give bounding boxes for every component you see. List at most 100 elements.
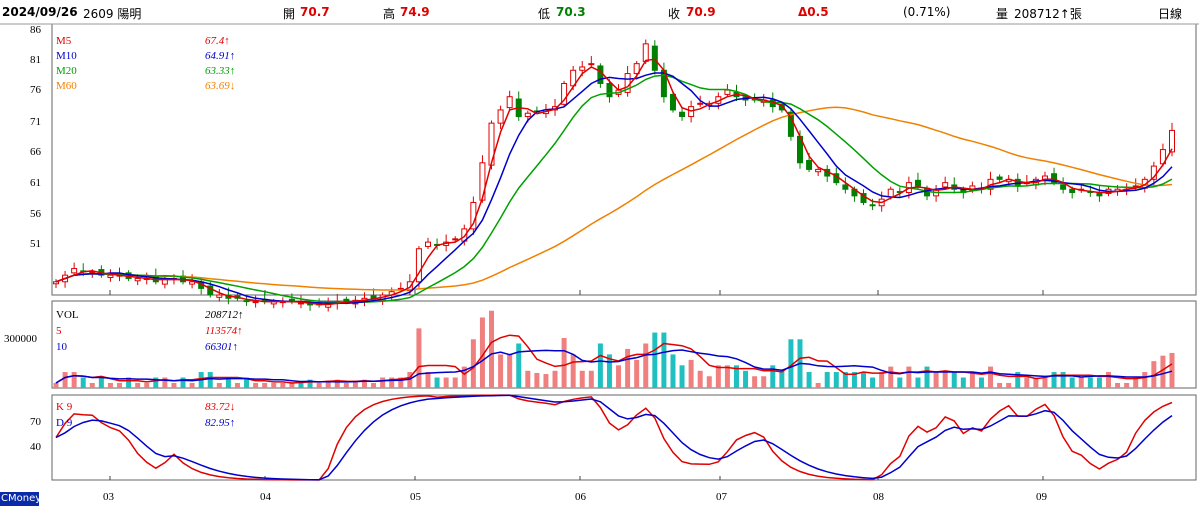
volume-bar-69 bbox=[679, 365, 685, 388]
volume-tick: 300000 bbox=[4, 333, 37, 345]
volume-bar-43 bbox=[443, 377, 449, 388]
volume-bar-94 bbox=[906, 366, 912, 388]
volume-bar-44 bbox=[452, 377, 458, 388]
volume-bar-33 bbox=[352, 380, 358, 388]
volume-bar-90 bbox=[870, 377, 876, 388]
low-value: 70.3 bbox=[556, 5, 586, 19]
volume-bar-91 bbox=[879, 372, 885, 388]
kd-panel-frame bbox=[51, 394, 1197, 481]
vol-ma5-legend-value: 113574↑ bbox=[205, 325, 243, 337]
volume-bar-45 bbox=[461, 366, 467, 388]
price-tick-86: 86 bbox=[30, 24, 41, 36]
ma5-line bbox=[55, 58, 1173, 306]
month-09: 09 bbox=[1036, 491, 1047, 503]
d-legend-value: 82.95↑ bbox=[205, 417, 236, 429]
volume-bar-86 bbox=[833, 372, 839, 388]
candle-body-84 bbox=[815, 168, 822, 173]
volume-bar-36 bbox=[380, 377, 386, 388]
volume-bar-77 bbox=[752, 376, 758, 388]
volume-bar-114 bbox=[1087, 377, 1093, 388]
price-tick-71: 71 bbox=[30, 116, 41, 128]
volume-bar-59 bbox=[588, 370, 594, 388]
volume-bar-40 bbox=[416, 328, 422, 388]
volume-value: 208712↑張 bbox=[1014, 7, 1082, 21]
volume-bar-83 bbox=[806, 372, 812, 388]
month-04: 04 bbox=[260, 491, 271, 503]
volume-bar-24 bbox=[271, 382, 277, 388]
candle-body-71 bbox=[697, 102, 704, 105]
candle-body-87 bbox=[842, 184, 849, 190]
price-tick-61: 61 bbox=[30, 177, 41, 189]
volume-bar-66 bbox=[652, 332, 658, 388]
low-label: 低 bbox=[538, 7, 551, 21]
month-08: 08 bbox=[873, 491, 884, 503]
kd-tick-70: 70 bbox=[30, 416, 41, 428]
candle-body-40 bbox=[415, 248, 422, 283]
volume-bar-39 bbox=[407, 372, 413, 388]
d-line bbox=[55, 394, 1173, 481]
candle-body-64 bbox=[633, 63, 640, 75]
volume-bar-0 bbox=[53, 382, 59, 388]
high-value: 74.9 bbox=[400, 5, 430, 19]
volume-bar-41 bbox=[425, 372, 431, 388]
ma20-legend-value: 63.33↑ bbox=[205, 65, 236, 77]
volume-bar-6 bbox=[107, 382, 113, 388]
volume-bar-51 bbox=[516, 343, 522, 388]
volume-bar-62 bbox=[616, 365, 622, 388]
candle-body-110 bbox=[1051, 173, 1058, 184]
volume-bar-89 bbox=[861, 372, 867, 388]
candle-body-74 bbox=[724, 89, 731, 95]
quote-header: 2024/09/26 2609 陽明 開 70.7 高 74.9 低 70.3 … bbox=[0, 0, 1199, 24]
volume-bar-60 bbox=[597, 343, 603, 388]
volume-bar-97 bbox=[933, 372, 939, 388]
volume-bar-110 bbox=[1051, 372, 1057, 388]
volume-bar-84 bbox=[815, 382, 821, 388]
close-label: 收 bbox=[668, 7, 681, 21]
volume-ma10-line bbox=[55, 349, 1173, 384]
candle-body-92 bbox=[887, 188, 894, 198]
candle-body-59 bbox=[588, 63, 595, 66]
candle-body-66 bbox=[651, 45, 658, 71]
candle-body-111 bbox=[1060, 184, 1067, 190]
volume-bar-67 bbox=[661, 332, 667, 388]
k-legend-value: 83.72↓ bbox=[205, 401, 236, 413]
candle-body-27 bbox=[297, 302, 304, 305]
volume-bar-113 bbox=[1078, 377, 1084, 388]
volume-bar-120 bbox=[1142, 372, 1148, 388]
volume-bar-115 bbox=[1096, 377, 1102, 388]
vol-ma5-legend-label: 5 bbox=[56, 325, 62, 337]
volume-bar-22 bbox=[253, 382, 259, 388]
candle-body-123 bbox=[1169, 129, 1175, 153]
volume-bar-47 bbox=[479, 317, 485, 388]
volume-bar-38 bbox=[398, 377, 404, 388]
candle-body-32 bbox=[343, 298, 350, 303]
candle-body-2 bbox=[71, 268, 78, 274]
volume-bar-52 bbox=[525, 370, 531, 388]
volume-bar-81 bbox=[788, 339, 794, 388]
volume-bar-61 bbox=[606, 354, 612, 388]
candle-body-4 bbox=[89, 271, 96, 274]
candle-body-9 bbox=[134, 277, 141, 282]
month-05: 05 bbox=[410, 491, 421, 503]
volume-bar-70 bbox=[688, 359, 694, 388]
volume-bar-72 bbox=[706, 376, 712, 388]
period-tab[interactable]: 日線 bbox=[1158, 7, 1183, 21]
volume-bar-112 bbox=[1069, 377, 1075, 388]
candle-body-50 bbox=[506, 96, 513, 109]
candle-body-15 bbox=[189, 281, 196, 285]
ma10-legend-label: M10 bbox=[56, 50, 77, 62]
ma20-legend-label: M20 bbox=[56, 65, 77, 77]
volume-bar-18 bbox=[216, 382, 222, 388]
volume-bar-9 bbox=[135, 382, 141, 388]
volume-bar-2 bbox=[71, 372, 77, 388]
volume-bar-95 bbox=[915, 377, 921, 388]
candle-body-80 bbox=[778, 103, 785, 111]
volume-bar-17 bbox=[207, 372, 213, 388]
volume-bar-76 bbox=[743, 370, 749, 388]
volume-label: 量 bbox=[996, 7, 1009, 21]
volume-bar-50 bbox=[507, 354, 513, 388]
candle-body-44 bbox=[452, 238, 459, 241]
volume-bar-20 bbox=[234, 382, 240, 388]
volume-bar-56 bbox=[561, 338, 567, 388]
